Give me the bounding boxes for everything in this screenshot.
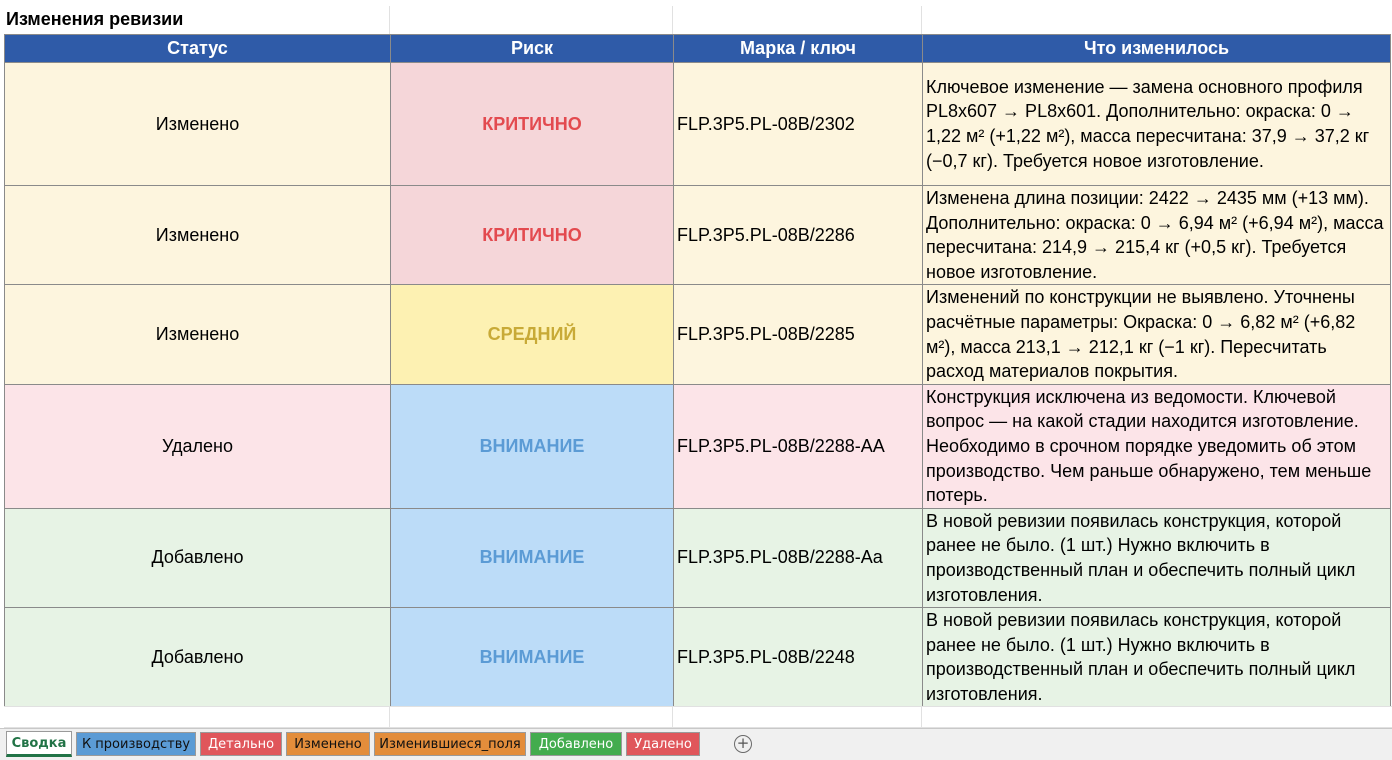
- status-cell[interactable]: Изменено: [4, 184, 391, 286]
- status-cell[interactable]: Изменено: [4, 62, 391, 186]
- risk-cell[interactable]: КРИТИЧНО: [390, 62, 674, 186]
- sheet-title: Изменения ревизии: [6, 9, 184, 29]
- change-cell[interactable]: В новой ревизии появилась конструкция, к…: [922, 507, 1391, 609]
- sheet-tab-bar: Сводка К производству Детально Изменено …: [0, 728, 1392, 760]
- change-cell[interactable]: Изменений по конструкции не выявлено. Ут…: [922, 284, 1391, 385]
- mark-cell[interactable]: FLP.3P5.PL-08B/2288-Aa: [673, 507, 923, 609]
- change-cell[interactable]: В новой ревизии появилась конструкция, к…: [922, 607, 1391, 708]
- sheet-tab-udaleno[interactable]: Удалено: [626, 732, 700, 756]
- sheet-tab-svodka[interactable]: Сводка: [6, 731, 72, 757]
- header-row: Статус Риск Марка / ключ Что изменилось: [4, 34, 1391, 63]
- risk-cell[interactable]: ВНИМАНИЕ: [390, 383, 674, 509]
- status-cell[interactable]: Удалено: [4, 383, 391, 509]
- risk-cell[interactable]: ВНИМАНИЕ: [390, 607, 674, 708]
- table-row: Добавлено ВНИМАНИЕ FLP.3P5.PL-08B/2288-A…: [4, 507, 1391, 609]
- column-header-mark[interactable]: Марка / ключ: [673, 34, 923, 63]
- plus-circle-icon[interactable]: +: [734, 735, 752, 753]
- risk-cell[interactable]: КРИТИЧНО: [390, 184, 674, 286]
- mark-cell[interactable]: FLP.3P5.PL-08B/2285: [673, 284, 923, 385]
- change-cell[interactable]: Ключевое изменение — замена основного пр…: [922, 62, 1391, 186]
- sheet-tab-k-proizvodstvu[interactable]: К производству: [76, 732, 196, 756]
- column-header-risk[interactable]: Риск: [390, 34, 674, 63]
- table-row: Изменено КРИТИЧНО FLP.3P5.PL-08B/2286 Из…: [4, 184, 1391, 286]
- empty-grid-rows: [4, 706, 1392, 728]
- sheet-tab-izmeneno[interactable]: Изменено: [286, 732, 370, 756]
- revision-changes-table: Статус Риск Марка / ключ Что изменилось …: [4, 34, 1391, 708]
- table-row: Изменено СРЕДНИЙ FLP.3P5.PL-08B/2285 Изм…: [4, 284, 1391, 385]
- status-cell[interactable]: Добавлено: [4, 607, 391, 708]
- spreadsheet-sheet: Изменения ревизии Статус Риск Марка / кл…: [4, 6, 1392, 728]
- change-cell[interactable]: Изменена длина позиции: 2422 → 2435 мм (…: [922, 184, 1391, 286]
- risk-cell[interactable]: ВНИМАНИЕ: [390, 507, 674, 609]
- sheet-tab-detalno[interactable]: Детально: [200, 732, 282, 756]
- sheet-tab-dobavleno[interactable]: Добавлено: [530, 732, 622, 756]
- mark-cell[interactable]: FLP.3P5.PL-08B/2286: [673, 184, 923, 286]
- column-header-status[interactable]: Статус: [4, 34, 391, 63]
- status-cell[interactable]: Добавлено: [4, 507, 391, 609]
- status-cell[interactable]: Изменено: [4, 284, 391, 385]
- title-row: [4, 6, 1392, 34]
- table-row: Изменено КРИТИЧНО FLP.3P5.PL-08B/2302 Кл…: [4, 62, 1391, 186]
- table-row: Удалено ВНИМАНИЕ FLP.3P5.PL-08B/2288-AA …: [4, 383, 1391, 509]
- table-row: Добавлено ВНИМАНИЕ FLP.3P5.PL-08B/2248 В…: [4, 607, 1391, 708]
- sheet-tab-izmenivshiesya-polya[interactable]: Изменившиеся_поля: [374, 732, 526, 756]
- mark-cell[interactable]: FLP.3P5.PL-08B/2248: [673, 607, 923, 708]
- column-header-change[interactable]: Что изменилось: [922, 34, 1391, 63]
- mark-cell[interactable]: FLP.3P5.PL-08B/2288-AA: [673, 383, 923, 509]
- change-cell[interactable]: Конструкция исключена из ведомости. Ключ…: [922, 383, 1391, 509]
- mark-cell[interactable]: FLP.3P5.PL-08B/2302: [673, 62, 923, 186]
- risk-cell[interactable]: СРЕДНИЙ: [390, 284, 674, 385]
